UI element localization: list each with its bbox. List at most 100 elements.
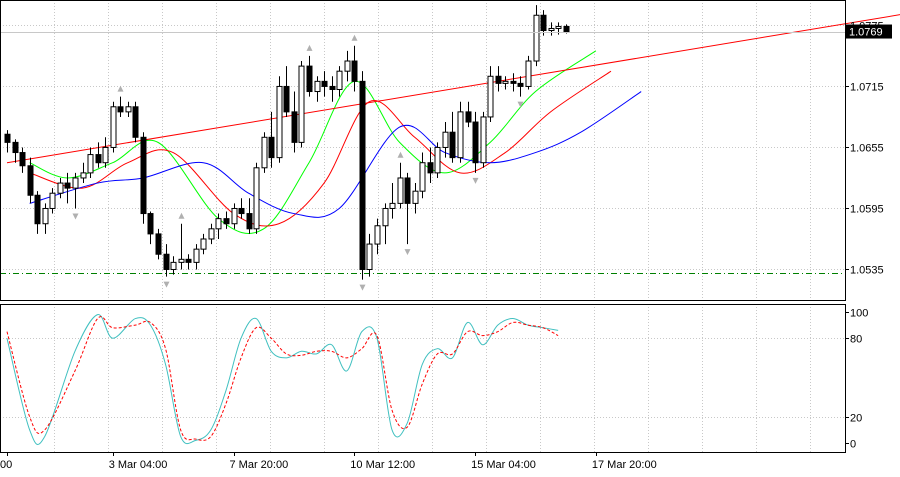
stochastic-main-line xyxy=(6,314,559,445)
candle xyxy=(487,66,494,123)
x-tick-label: 10 Mar 12:00 xyxy=(350,459,415,471)
candle-body xyxy=(344,60,351,72)
candle-body xyxy=(42,207,49,225)
candle-body xyxy=(487,75,494,118)
candle xyxy=(276,76,283,163)
candle-body xyxy=(276,85,283,159)
axes: 1.07751.07151.06551.05951.0535100802001.… xyxy=(0,0,892,471)
candle-body xyxy=(525,60,532,87)
candle-body xyxy=(321,80,328,87)
price-panel-frame xyxy=(0,0,846,301)
candle-body xyxy=(223,218,230,225)
candle-body xyxy=(178,258,185,263)
candle xyxy=(510,73,517,92)
candle xyxy=(178,223,185,270)
candle xyxy=(548,22,555,36)
moving-average-line xyxy=(29,70,612,227)
candle-body xyxy=(268,136,275,159)
candle xyxy=(434,142,441,178)
x-tick-label: 3 Mar 04:00 xyxy=(109,459,168,471)
candle-body xyxy=(404,177,411,204)
moving-average-line xyxy=(29,50,597,234)
candle xyxy=(314,76,321,102)
candle-body xyxy=(366,243,373,270)
candle-body xyxy=(87,154,94,174)
candle-body xyxy=(480,116,487,164)
candle xyxy=(193,244,200,270)
candle xyxy=(87,147,94,178)
candle xyxy=(404,172,411,245)
candle-body xyxy=(374,225,381,245)
stochastic-panel-frame xyxy=(0,304,846,453)
candle xyxy=(412,183,419,214)
x-tick-label: 17 Mar 20:00 xyxy=(592,459,657,471)
candle-body xyxy=(434,146,441,174)
candle-body xyxy=(140,136,147,215)
candle xyxy=(12,139,19,163)
x-tick-label: 00 xyxy=(0,459,12,471)
candle-body xyxy=(215,218,222,230)
candle-body xyxy=(80,172,87,179)
candle xyxy=(351,45,358,92)
candle-body xyxy=(563,25,570,33)
candle-body xyxy=(427,162,434,174)
candle-body xyxy=(238,207,245,215)
candle-body xyxy=(193,248,200,263)
candle-body xyxy=(329,85,336,90)
candle xyxy=(261,132,268,173)
candle-body xyxy=(442,131,449,148)
candle-body xyxy=(465,111,472,123)
stochastic-tick-label: 80 xyxy=(850,334,862,346)
fractal-up-marker xyxy=(397,151,404,158)
candle xyxy=(359,71,366,280)
candle-body xyxy=(351,60,358,82)
candle-body xyxy=(64,182,71,189)
candle-body xyxy=(510,80,517,84)
candle-body xyxy=(49,192,56,209)
candle xyxy=(366,233,373,277)
fractal-up-marker xyxy=(306,44,313,51)
candle-body xyxy=(72,177,79,189)
candle-body xyxy=(231,207,238,225)
candle-body xyxy=(397,177,404,204)
candle-body xyxy=(540,14,547,32)
candle xyxy=(49,188,56,214)
candle-body xyxy=(548,27,555,32)
price-tick-label: 1.0655 xyxy=(850,143,884,155)
fractal-up-marker xyxy=(178,212,185,219)
candle-body xyxy=(533,14,540,62)
candle xyxy=(457,101,464,163)
candle-body xyxy=(291,111,298,143)
candle-body xyxy=(34,194,41,225)
candle xyxy=(291,91,298,153)
candle xyxy=(80,162,87,184)
candle-body xyxy=(132,106,139,138)
candle-body xyxy=(102,146,109,164)
candle-body xyxy=(419,162,426,192)
candle xyxy=(253,162,260,234)
x-tick-label: 15 Mar 04:00 xyxy=(471,459,536,471)
candle-body xyxy=(208,228,215,240)
candle xyxy=(480,111,487,168)
candle xyxy=(27,157,34,204)
candle xyxy=(110,101,117,153)
stochastic-tick-label: 20 xyxy=(850,413,862,425)
candle-body xyxy=(4,133,11,143)
candle-body xyxy=(163,253,170,270)
candle xyxy=(4,130,11,153)
fractal-up-marker xyxy=(117,85,124,92)
candle xyxy=(502,76,509,90)
current-price-label: 1.0769 xyxy=(849,27,883,39)
x-tick-label: 7 Mar 20:00 xyxy=(230,459,289,471)
candle xyxy=(268,111,275,168)
candle xyxy=(223,211,230,229)
candle-body xyxy=(283,85,290,113)
candle-body xyxy=(502,80,509,84)
candle-body xyxy=(12,141,19,154)
candle xyxy=(238,198,245,219)
candle-body xyxy=(170,261,177,270)
candle-body xyxy=(298,65,305,143)
candle xyxy=(155,228,162,260)
candle-body xyxy=(27,165,34,196)
